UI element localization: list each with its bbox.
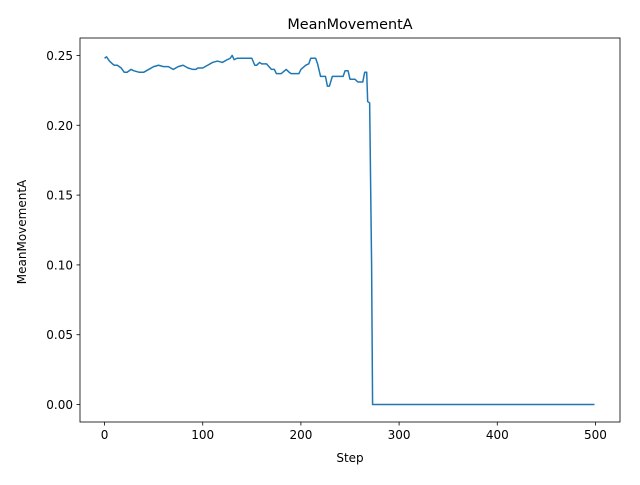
x-axis-label: Step	[336, 451, 363, 465]
y-tick-label: 0.20	[46, 119, 73, 133]
y-tick-label: 0.15	[46, 189, 73, 203]
x-tick-label: 200	[289, 428, 312, 442]
x-tick-label: 500	[584, 428, 607, 442]
y-tick-label: 0.00	[46, 398, 73, 412]
y-tick-label: 0.10	[46, 258, 73, 272]
y-axis-label: MeanMovementA	[15, 179, 29, 284]
x-tick-label: 400	[486, 428, 509, 442]
x-tick-label: 100	[191, 428, 214, 442]
y-tick-label: 0.25	[46, 49, 73, 63]
y-tick-label: 0.05	[46, 328, 73, 342]
plot-area	[79, 37, 621, 423]
x-axis-ticks: 0 100 200 300 400 500	[101, 422, 607, 442]
x-tick-label: 300	[388, 428, 411, 442]
axes-frame	[79, 37, 621, 423]
chart-title: MeanMovementA	[287, 17, 412, 33]
y-axis-ticks: 0.00 0.05 0.10 0.15 0.20 0.25	[46, 49, 80, 412]
x-tick-label: 0	[101, 428, 109, 442]
series-line-0	[104, 54, 595, 406]
